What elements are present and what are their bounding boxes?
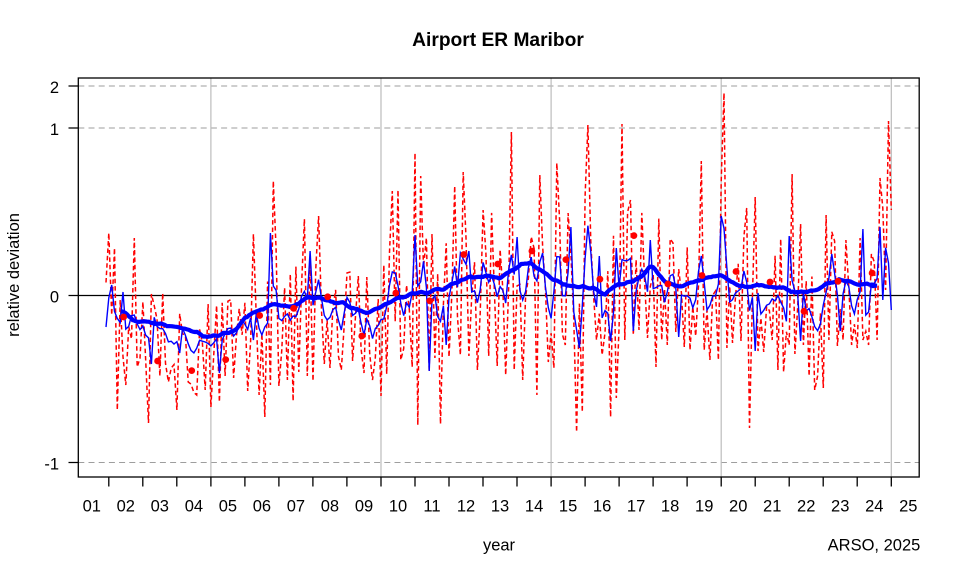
svg-text:04: 04 <box>185 498 203 516</box>
svg-text:0: 0 <box>50 289 59 307</box>
svg-text:18: 18 <box>661 498 679 516</box>
svg-text:2: 2 <box>50 79 59 97</box>
svg-text:07: 07 <box>287 498 305 516</box>
svg-text:05: 05 <box>219 498 237 516</box>
svg-text:14: 14 <box>525 498 543 516</box>
svg-text:16: 16 <box>593 498 611 516</box>
svg-text:20: 20 <box>729 498 747 516</box>
svg-text:03: 03 <box>151 498 169 516</box>
svg-text:12: 12 <box>457 498 475 516</box>
svg-text:08: 08 <box>321 498 339 516</box>
svg-text:25: 25 <box>899 498 917 516</box>
svg-text:02: 02 <box>117 498 135 516</box>
svg-text:24: 24 <box>865 498 883 516</box>
svg-text:09: 09 <box>355 498 373 516</box>
svg-text:21: 21 <box>763 498 781 516</box>
svg-text:13: 13 <box>491 498 509 516</box>
svg-text:relative deviation: relative deviation <box>5 213 23 337</box>
svg-text:01: 01 <box>83 498 101 516</box>
svg-text:10: 10 <box>389 498 407 516</box>
svg-text:1: 1 <box>50 121 59 139</box>
svg-text:06: 06 <box>253 498 271 516</box>
svg-text:ARSO, 2025: ARSO, 2025 <box>828 537 921 555</box>
svg-text:17: 17 <box>627 498 645 516</box>
svg-text:15: 15 <box>559 498 577 516</box>
svg-text:23: 23 <box>831 498 849 516</box>
svg-text:19: 19 <box>695 498 713 516</box>
svg-text:22: 22 <box>797 498 815 516</box>
svg-text:11: 11 <box>423 498 440 516</box>
svg-text:-1: -1 <box>44 456 59 474</box>
svg-text:Airport ER Maribor: Airport ER Maribor <box>412 30 584 51</box>
svg-text:year: year <box>483 537 516 555</box>
